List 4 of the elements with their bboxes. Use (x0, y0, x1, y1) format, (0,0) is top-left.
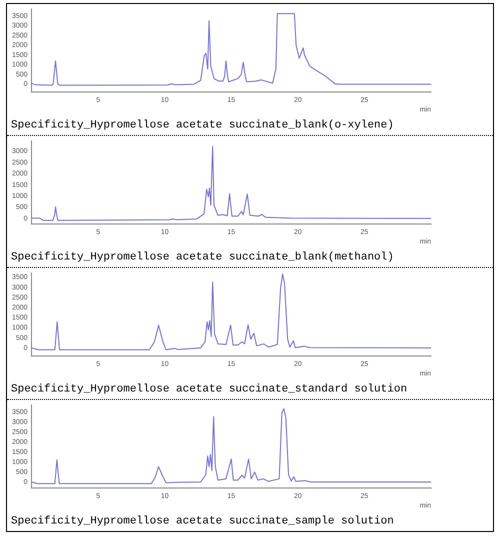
text: Specificity_Hypromellose acetate succinate_sample solution (11, 515, 394, 528)
text: Specificity_Hypromellose acetate succinate_blank(methanol) (11, 251, 394, 264)
text: Specificity_Hypromellose acetate succinate_blank(o-xylene) (11, 119, 394, 132)
text: Specificity_Hypromellose acetate succinate_standard solution (11, 383, 408, 396)
